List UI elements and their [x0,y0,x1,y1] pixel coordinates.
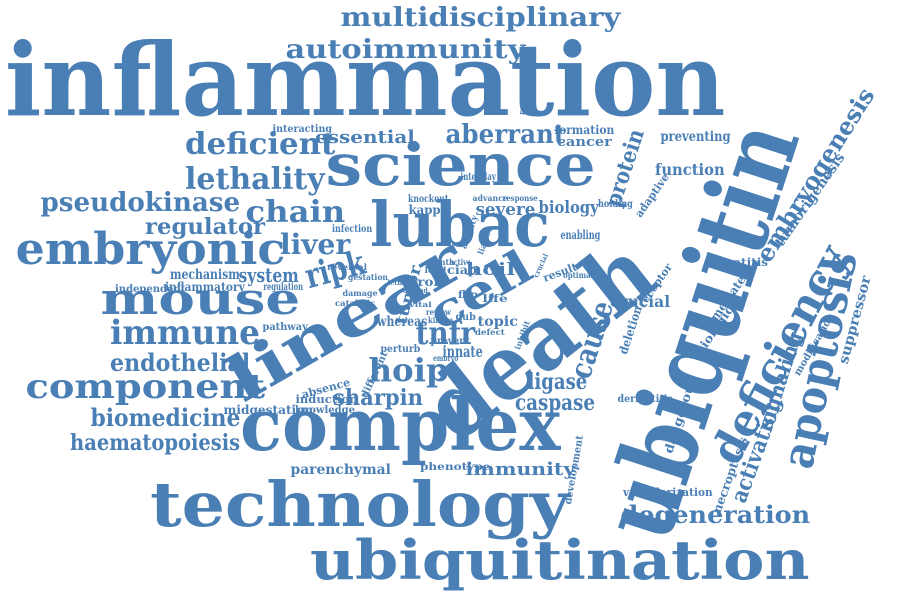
word-essential: essential [315,127,415,148]
word-depend: depend [402,285,428,295]
word-interacting: interacting [272,124,332,135]
word-vital: vital [408,299,432,309]
word-review: review [425,307,451,317]
word-inflammation: inflammation [4,21,726,139]
word-formation: formation [553,123,614,137]
word-inflammatory: inflammatory [164,280,245,294]
word-ligase: ligase [526,369,587,395]
word-adaptive: adaptive [632,170,672,220]
word-independent: independent [115,284,186,295]
word-sharpin: sharpin [333,385,423,411]
word-topic: topic [476,314,518,330]
word-preventing: preventing [659,129,731,145]
word-kinase: kinase [427,315,453,325]
word-ubiquitination: ubiquitination [309,528,810,592]
word-system: system [238,263,299,287]
word-life: life [482,294,508,305]
word-hepatitis: hepatitis [708,255,768,269]
word-technology: technology [150,468,570,541]
word-lubac: lubac [370,188,550,261]
word-perturb: perturb [379,344,420,355]
word-damage: damage [342,288,378,298]
word-prevent: prevent [429,336,470,347]
word-multidisciplinary: multidisciplinary [340,3,621,33]
word-flip: flip [457,290,479,301]
word-knockout: knockout [408,194,449,205]
word-caspase: caspase [515,390,596,416]
word-biomedicine: biomedicine [90,403,240,432]
word-mechanism: mechanism [169,267,240,283]
word-whereas: whereas [377,314,428,330]
word-optimal: optimal [563,270,594,280]
word-aberrant: aberrant [444,120,565,150]
word-component: component [25,367,265,407]
word-liver: liver [280,228,351,261]
word-dub: dub [455,312,476,323]
word-innate: innate [442,342,483,361]
word-holding: holding [597,199,633,210]
word-science: science [325,131,596,199]
word-catalytic: catalytic [334,298,376,308]
word-induction: induction [294,392,358,406]
word-haematopoiesis: haematopoiesis [70,430,241,456]
word-gestation: gestation [348,272,388,282]
word-kappa: kappa [407,203,448,217]
word-deficient: deficient [185,127,336,162]
word-pseudokinase: pseudokinase [40,188,240,218]
word-reversal: reversal [327,262,367,272]
word-active: active [448,257,471,267]
word-severe: severe [474,199,535,220]
word-regulator: regulator [145,214,265,240]
word-mouse: mouse [100,274,300,325]
word-lead: lead [424,265,446,275]
word-phenotype: phenotype [419,462,491,473]
word-dermatitis: dermatitis [617,394,673,405]
word-response: response [502,193,538,203]
word-advance: advance [472,193,508,203]
word-defect: defect [475,327,505,337]
word-function: function [654,160,725,179]
word-embryonic: embryonic [15,224,285,275]
word-complex: complex [240,382,561,467]
word-hoil: hoil [465,259,515,280]
word-midgestation: midgestation [223,403,313,417]
word-cancer: cancer [556,134,612,150]
word-chain: chain [245,195,345,230]
word-crucial: crucial [609,292,671,311]
word-endothelial: endothelial [110,348,251,377]
word-immunity: immunity [465,459,575,480]
word-regulation: regulation [262,282,303,293]
word-pathway: pathway [262,322,308,333]
word-autoimmunity: autoimmunity [284,35,525,65]
word-ciap: ciap [447,263,478,277]
word-immune: immune [109,313,260,353]
word-lethality: lethality [185,162,325,197]
word-lethal: lethal [386,277,409,287]
word-biology: biology [538,197,599,218]
word-role: role [417,275,447,289]
word-degeneration: degeneration [620,500,810,529]
word-parenchymal: parenchymal [290,462,391,478]
word-knowledge: knowledge [295,405,355,416]
word-tnfr: tnfr [414,314,475,352]
word-vascularization: vascularization [623,485,713,499]
word-enabling: enabling [559,228,600,242]
word-infection: infection [332,224,373,235]
word-interplay: interplay [460,172,496,183]
word-embryo: embryo [432,353,458,363]
word-month: month [425,257,455,267]
word-hoip: hoip [367,351,449,389]
